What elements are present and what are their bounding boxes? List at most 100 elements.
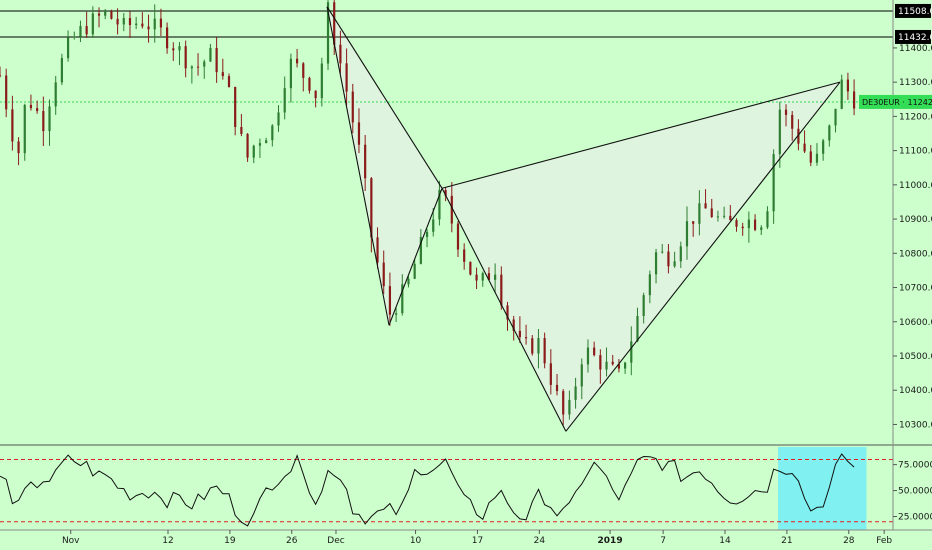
candle-body (543, 338, 546, 364)
candle-body (512, 319, 515, 331)
candle-body (481, 273, 484, 281)
candle-body (196, 66, 200, 68)
candle-body (710, 208, 713, 217)
candle-body (339, 44, 342, 64)
candle-body (5, 75, 8, 110)
candle-body (246, 133, 249, 158)
candle-body (209, 48, 212, 62)
price-pane[interactable] (0, 0, 893, 432)
candle-body (302, 63, 305, 78)
candle-body (698, 203, 701, 224)
time-tick-label: 12 (162, 536, 173, 546)
candle-body (48, 106, 51, 132)
candle-body (271, 125, 274, 141)
candle-body (624, 362, 627, 369)
candle-body (73, 36, 76, 38)
candle-body (438, 189, 441, 220)
candle-body (846, 79, 850, 92)
time-tick-label: 14 (719, 536, 731, 546)
candle-body (834, 108, 837, 126)
candle-body (295, 58, 299, 64)
candle-body (116, 18, 119, 25)
candle-body (555, 384, 559, 392)
candle-body (382, 262, 385, 287)
candle-body (23, 104, 26, 154)
candle-body (568, 399, 571, 415)
candle-body (17, 141, 20, 154)
candle-body (153, 18, 156, 30)
candle-body (735, 220, 738, 227)
time-tick-label: 24 (534, 536, 546, 546)
candle-body (104, 11, 107, 16)
candle-body (661, 251, 664, 253)
rsi-highlight-zone (778, 447, 867, 530)
candle-body (432, 219, 435, 232)
candle-body (364, 144, 367, 179)
candle-body (586, 347, 590, 365)
candle-body (159, 18, 163, 28)
candle-body (753, 219, 757, 230)
candle-body (122, 18, 125, 25)
candle-body (172, 48, 175, 51)
pattern-triangle-xab (327, 6, 443, 326)
candle-body (128, 18, 132, 26)
candle-body (190, 66, 193, 69)
candle-body (772, 154, 775, 212)
candle-body (147, 26, 150, 30)
candle-body (469, 261, 472, 275)
rsi-tick-label: 50.0000 (898, 487, 932, 497)
candle-body (456, 223, 460, 250)
candle-body (54, 82, 57, 107)
candle-body (29, 104, 33, 109)
time-tick-label: Nov (62, 536, 80, 546)
candle-body (91, 13, 94, 35)
time-tick-label: Feb (876, 536, 892, 546)
candle-body (11, 109, 14, 142)
candle-body (240, 127, 243, 134)
candle-body (537, 338, 540, 354)
candle-body (110, 11, 113, 19)
candle-body (425, 231, 429, 238)
candle-body (333, 2, 336, 45)
candle-body (141, 23, 144, 27)
candle-body (574, 386, 577, 400)
candle-body (642, 295, 645, 316)
rsi-tick-label: 75.0000 (898, 461, 932, 471)
candle-body (283, 88, 286, 113)
candle-body (840, 79, 843, 109)
time-tick-label: 28 (843, 536, 855, 546)
candle-body (66, 37, 70, 59)
time-tick-label: 26 (286, 536, 298, 546)
price-tick-label: 11400.0 (899, 44, 932, 54)
candle-body (673, 261, 676, 267)
time-tick-label: 7 (660, 536, 666, 546)
candle-body (741, 226, 744, 229)
pattern-line-ab (388, 188, 443, 326)
price-tick-label: 11000.0 (899, 181, 932, 191)
candle-body (692, 221, 695, 224)
time-tick-label: Dec (327, 536, 344, 546)
time-tick-label: 19 (224, 536, 236, 546)
candle-body (345, 63, 348, 92)
time-tick-label: 21 (781, 536, 792, 546)
rsi-pane[interactable] (0, 447, 893, 530)
candle-body (60, 58, 63, 83)
time-tick-label: 2019 (598, 536, 623, 546)
price-tick-label: 10900.0 (899, 215, 932, 225)
candle-body (407, 278, 410, 285)
level-label-box (895, 29, 931, 44)
candle-body (809, 151, 812, 163)
candle-body (617, 364, 621, 369)
candle-body (97, 13, 101, 16)
level-label-text: 11508.0 (898, 7, 932, 17)
pattern-triangle-bcd (442, 82, 840, 432)
candle-body (444, 189, 447, 196)
candle-body (611, 361, 614, 365)
current-price-label: DE30EUR · 11242.2 (862, 98, 932, 107)
candle-body (85, 26, 88, 35)
candle-body (518, 330, 521, 338)
price-tick-label: 10300.0 (899, 420, 932, 430)
price-tick-label: 10600.0 (899, 318, 932, 328)
pattern-line-xb (326, 6, 443, 189)
